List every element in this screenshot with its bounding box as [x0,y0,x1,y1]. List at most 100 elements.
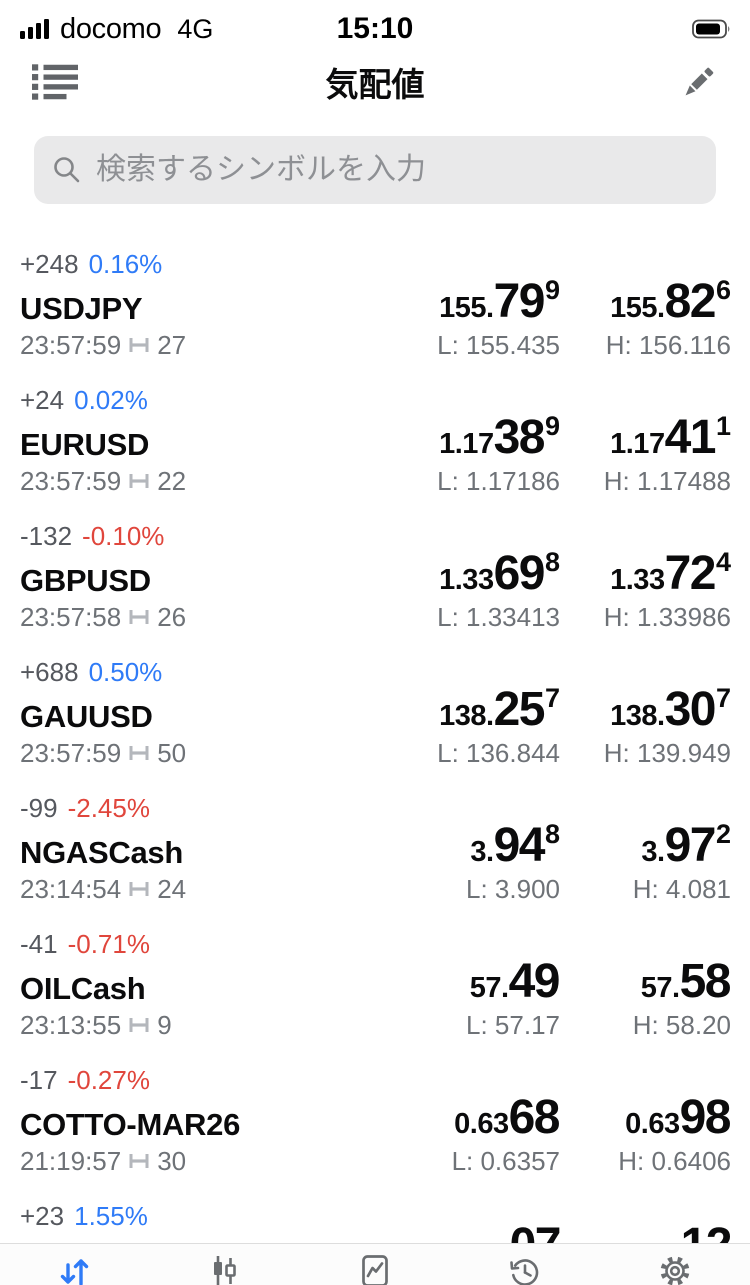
ask-price[interactable]: 138.307 [610,683,731,736]
edit-button[interactable] [674,57,724,107]
price-big-digits: 41 [664,411,717,464]
spread-icon [129,880,149,898]
time-line: 21:19:57 30 [20,1146,370,1177]
change-line: -99 -2.45% [20,792,370,824]
change-percent: 0.16% [88,248,163,279]
ask-price[interactable]: 57.58 [640,955,732,1008]
spread-icon [129,1016,149,1034]
price-integer-part: 3. [470,836,494,868]
status-bar: docomo 4G 15:10 [0,0,750,50]
ask-price[interactable]: 155.826 [610,277,731,326]
price-pip-digit: 2 [715,819,731,849]
candlestick-icon [207,1253,243,1285]
time-line: 23:57:58 26 [20,602,370,633]
symbol-list-button[interactable] [28,58,82,106]
spread-value: 30 [157,1145,187,1176]
tab-charts[interactable] [150,1253,300,1285]
price-big-digits: 38 [493,411,546,464]
spread-icon [129,472,149,490]
tab-history[interactable] [450,1253,600,1285]
quote-row[interactable]: +688 0.50% GAUUSD 23:57:59 50 138.257 13… [0,652,750,788]
spread-icon [129,608,149,626]
low-value: L: 57.17 [466,1009,560,1040]
app-header: 気配値 [0,50,750,114]
time-line: 23:14:54 24 [20,874,370,905]
time-line: 23:13:55 9 [20,1010,370,1041]
price-integer-part: 57. [640,972,680,1004]
bid-price[interactable]: 1.17389 [439,411,560,464]
bid-price[interactable]: 3.948 [470,819,560,872]
change-line: -132 -0.10% [20,520,370,552]
quote-row[interactable]: -41 -0.71% OILCash 23:13:55 9 57.49 57.5… [0,924,750,1060]
quote-row[interactable]: -132 -0.10% GBPUSD 23:57:58 26 1.33698 1… [0,516,750,652]
price-integer-part: 57. [469,972,509,1004]
spread-icon [129,336,149,354]
price-big-digits: 97 [664,819,717,872]
symbol-name: GAUUSD [20,698,153,734]
battery-icon [692,19,732,39]
spread-value: 24 [157,873,187,904]
price-integer-part: 1.17 [439,428,494,460]
change-percent: -2.45% [67,792,150,823]
tab-quotes[interactable] [0,1253,150,1285]
bid-price[interactable]: 155.799 [439,277,560,326]
change-line: -41 -0.71% [20,928,370,960]
ask-price[interactable]: 0.6398 [625,1094,731,1142]
trade-chart-icon [357,1253,393,1285]
price-big-digits: 94 [493,819,546,872]
price-big-digits: 58 [679,955,732,1008]
price-big-digits: 30 [664,683,717,736]
partial-change-percent: 1.55% [74,1200,148,1231]
spread-value: 22 [157,465,187,496]
change-percent: -0.10% [82,520,165,551]
time-line: 23:57:59 27 [20,330,370,361]
quotes-list: +248 0.16% USDJPY 23:57:59 27 155.799 15… [0,244,750,1196]
high-value: H: 1.17488 [603,465,731,496]
time-line: 23:57:59 50 [20,738,370,769]
quote-time: 23:57:58 [20,601,122,632]
price-pip-digit: 9 [544,411,560,441]
quote-row[interactable]: -17 -0.27% COTTO-MAR26 21:19:57 30 0.636… [0,1060,750,1196]
quote-time: 23:57:59 [20,465,122,496]
bid-price[interactable]: 57.49 [469,958,561,1006]
low-value: L: 1.17186 [437,465,560,496]
ask-price[interactable]: 3.972 [641,819,731,872]
quote-row[interactable]: +24 0.02% EURUSD 23:57:59 22 1.17389 1.1… [0,380,750,516]
partial-change-points: +23 [20,1200,65,1231]
bid-price[interactable]: 1.33698 [439,549,560,598]
tab-settings[interactable] [600,1253,750,1285]
quote-row[interactable]: +248 0.16% USDJPY 23:57:59 27 155.799 15… [0,244,750,380]
price-big-digits: 68 [508,1091,561,1144]
network-type-label: 4G [177,13,214,44]
change-percent: 0.02% [74,384,148,415]
quote-time: 23:14:54 [20,873,122,904]
symbol-name: OILCash [20,970,146,1006]
search-input[interactable] [96,153,698,187]
change-line: +24 0.02% [20,384,370,416]
ask-price[interactable]: 1.33724 [610,549,731,598]
bid-price[interactable]: 138.257 [439,685,560,734]
high-value: H: 156.116 [605,329,731,360]
price-integer-part: 3. [641,836,665,868]
high-value: H: 0.6406 [618,1145,731,1176]
change-points: -132 [20,520,73,551]
search-bar[interactable] [34,136,716,204]
low-value: L: 1.33413 [437,601,560,632]
spread-value: 9 [157,1009,172,1040]
low-value: L: 136.844 [437,737,560,768]
sort-arrows-icon [57,1253,93,1285]
change-line: -17 -0.27% [20,1064,370,1096]
ask-price[interactable]: 1.17411 [610,411,731,464]
list-icon [32,62,78,102]
change-points: -99 [20,792,58,823]
quote-row[interactable]: -99 -2.45% NGASCash 23:14:54 24 3.948 3.… [0,788,750,924]
price-integer-part: 1.33 [610,564,665,596]
bid-price[interactable]: 0.6368 [454,1094,560,1142]
price-integer-part: 155. [439,292,494,324]
symbol-name: COTTO-MAR26 [20,1106,241,1142]
change-points: +24 [20,384,65,415]
tab-trade[interactable] [300,1253,450,1285]
price-integer-part: 0.63 [625,1108,680,1140]
symbol-name: USDJPY [20,290,143,326]
